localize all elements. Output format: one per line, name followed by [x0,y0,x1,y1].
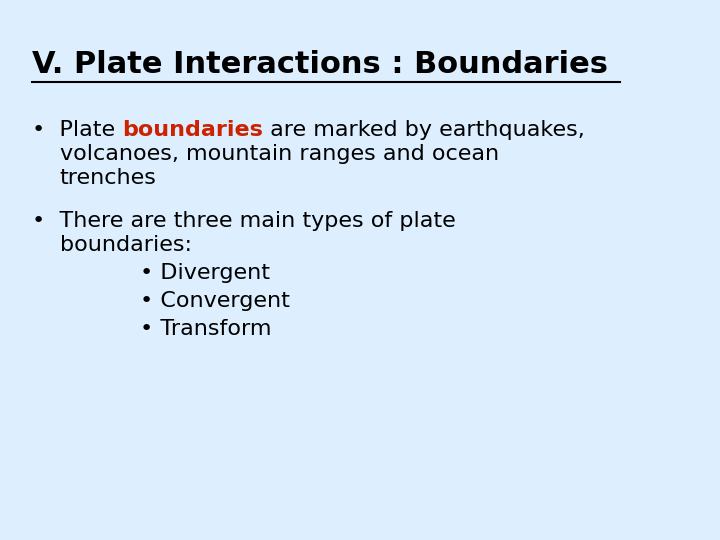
Text: • Transform: • Transform [140,319,271,339]
Text: boundaries: boundaries [122,120,263,140]
Text: are marked by earthquakes,: are marked by earthquakes, [263,120,585,140]
Text: boundaries:: boundaries: [60,235,192,255]
Text: •  Plate: • Plate [32,120,122,140]
Text: V. Plate Interactions : Boundaries: V. Plate Interactions : Boundaries [32,50,608,79]
Text: •  There are three main types of plate: • There are three main types of plate [32,211,456,231]
Text: • Divergent: • Divergent [140,263,270,283]
Text: volcanoes, mountain ranges and ocean: volcanoes, mountain ranges and ocean [60,144,499,164]
Text: • Convergent: • Convergent [140,291,290,311]
Text: trenches: trenches [60,168,156,188]
